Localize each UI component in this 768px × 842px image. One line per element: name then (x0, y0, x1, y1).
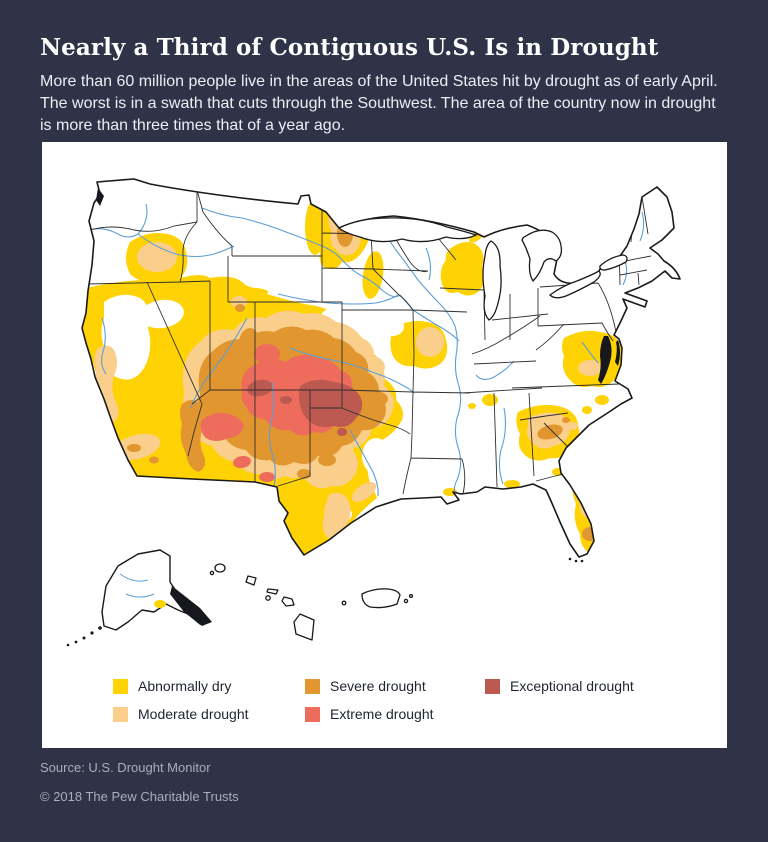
florida-keys (568, 557, 572, 561)
culebra (408, 593, 414, 599)
source-note: Source: U.S. Drought Monitor (40, 760, 211, 775)
state-borders (86, 189, 652, 495)
map-card: Abnormally dry Moderate drought Severe d… (42, 142, 727, 748)
florida-keys (574, 559, 578, 563)
lake-huron (521, 229, 563, 283)
legend-label: Extreme drought (330, 706, 434, 722)
kauai (214, 563, 226, 573)
us-drought-map (66, 178, 681, 647)
header: Nearly a Third of Contiguous U.S. Is in … (0, 0, 768, 137)
delaware-bay (615, 340, 620, 366)
lake-erie (549, 270, 601, 299)
aleutian-islands (66, 626, 102, 647)
exceptional-drought-swatch (485, 678, 500, 694)
legend-item-extreme-drought: Extreme drought (305, 700, 485, 728)
alaska-drought-spot (154, 600, 166, 608)
hawaii-island (293, 613, 315, 641)
map-legend: Abnormally dry Moderate drought Severe d… (113, 672, 634, 728)
lanai (265, 595, 271, 601)
lake-michigan (482, 240, 502, 321)
puerto-rico-inset (341, 588, 414, 609)
puerto-rico (361, 588, 401, 609)
legend-label: Abnormally dry (138, 678, 232, 694)
hawaii-inset (209, 563, 315, 641)
page-description: More than 60 million people live in the … (40, 73, 718, 135)
copyright-note: © 2018 The Pew Charitable Trusts (40, 789, 239, 804)
florida-keys (580, 559, 584, 563)
molokai (266, 588, 279, 595)
legend-label: Exceptional drought (510, 678, 634, 694)
footer: Source: U.S. Drought Monitor © 2018 The … (40, 760, 239, 818)
moderate-drought-swatch (113, 706, 128, 722)
vieques (403, 598, 409, 604)
great-lakes (337, 217, 628, 321)
legend-item-moderate-drought: Moderate drought (113, 700, 305, 728)
maui (281, 596, 295, 607)
lake-superior (337, 217, 478, 243)
us-outline (81, 178, 681, 558)
extreme-drought-swatch (305, 706, 320, 722)
coastal-water-details (96, 188, 620, 563)
lake-ontario (599, 254, 628, 271)
legend-label: Moderate drought (138, 706, 249, 722)
abnormally-dry-swatch (113, 678, 128, 694)
chesapeake-bay (598, 336, 612, 384)
puget-sound (96, 188, 104, 206)
oahu (245, 575, 257, 586)
mona-island (341, 600, 347, 606)
legend-label: Severe drought (330, 678, 426, 694)
legend-item-abnormally-dry: Abnormally dry (113, 672, 305, 700)
niihau (209, 570, 215, 576)
legend-item-severe-drought: Severe drought (305, 672, 485, 700)
severe-drought-swatch (305, 678, 320, 694)
drought-layer-exceptional (247, 379, 363, 436)
alaska-panhandle (170, 586, 212, 626)
alaska-inset (66, 549, 212, 647)
page-title: Nearly a Third of Contiguous U.S. Is in … (40, 34, 659, 61)
legend-item-exceptional-drought: Exceptional drought (485, 672, 634, 700)
